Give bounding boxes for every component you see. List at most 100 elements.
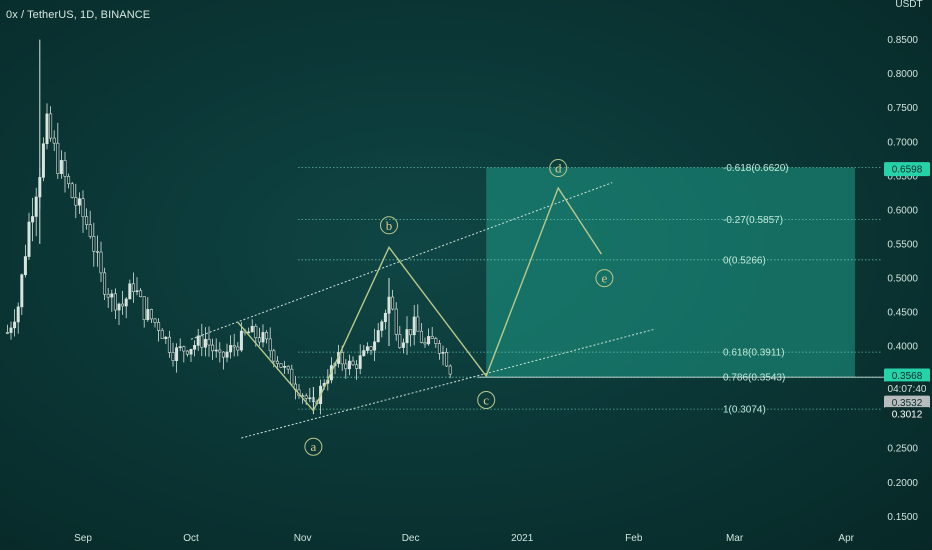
candle-body bbox=[106, 293, 110, 298]
candle-body bbox=[59, 160, 63, 174]
candle-body bbox=[88, 224, 92, 237]
price-tag-top-bg bbox=[884, 162, 930, 177]
wave-label-circle bbox=[477, 391, 496, 410]
candle-body bbox=[221, 351, 225, 358]
wave-label-e: e bbox=[602, 271, 608, 286]
candle-body bbox=[423, 342, 427, 345]
candle-body bbox=[153, 318, 157, 323]
time-axis[interactable]: Sep Oct Nov Dec 2021 Feb Mar Apr bbox=[74, 533, 855, 544]
candle-body bbox=[203, 338, 207, 348]
candle-body bbox=[63, 160, 67, 177]
candle-body bbox=[355, 364, 359, 369]
candle-body bbox=[164, 336, 168, 339]
candle-body bbox=[200, 335, 204, 348]
candle-body bbox=[283, 365, 287, 368]
candle-body bbox=[113, 293, 117, 311]
candle-body bbox=[77, 198, 81, 206]
y-tick-label: 0.5500 bbox=[887, 239, 918, 250]
fib-level-label: 0.786(0.3543) bbox=[723, 373, 785, 384]
candle-body bbox=[441, 352, 445, 354]
price-axis[interactable]: 0.8500 0.8000 0.7500 0.7000 0.6500 0.6000 0.55… bbox=[887, 35, 918, 523]
wave-label-c: c bbox=[483, 393, 489, 408]
candle-body bbox=[128, 283, 132, 300]
fib-level-label: 0.618(0.3911) bbox=[723, 348, 785, 359]
candle-body bbox=[171, 352, 175, 361]
y-tick-label: 0.8000 bbox=[887, 69, 918, 80]
y-tick-label: 0.7500 bbox=[887, 103, 918, 114]
candle-body bbox=[250, 325, 254, 333]
candle-body bbox=[157, 322, 161, 331]
candle-body bbox=[344, 363, 348, 370]
candle-body bbox=[391, 296, 395, 310]
candle-body bbox=[142, 296, 146, 320]
candle-body bbox=[225, 351, 229, 358]
candle-body bbox=[189, 348, 193, 355]
candle-body bbox=[146, 309, 150, 320]
candle-body bbox=[437, 343, 441, 354]
channel-upper-line[interactable] bbox=[190, 182, 613, 340]
y-tick-label: 0.6500 bbox=[887, 171, 918, 182]
wave-path[interactable] bbox=[237, 186, 602, 413]
y-tick-label: 0.5000 bbox=[887, 273, 918, 284]
wave-layer: a b c d e bbox=[237, 159, 614, 456]
candle-body bbox=[275, 360, 279, 364]
y-tick-label: 0.6000 bbox=[887, 205, 918, 216]
candle-body bbox=[131, 283, 135, 292]
candle-body bbox=[394, 308, 398, 335]
candle-body bbox=[135, 290, 139, 293]
candle-body bbox=[99, 251, 103, 274]
x-tick-label: Sep bbox=[74, 533, 92, 544]
wave-label-circle bbox=[549, 159, 568, 178]
candle-body bbox=[9, 327, 13, 333]
candle-body bbox=[70, 183, 74, 198]
candle-body bbox=[448, 365, 452, 375]
candle-body bbox=[167, 336, 171, 353]
price-tag-mid: 0.3568 bbox=[892, 371, 923, 382]
x-tick-label: Mar bbox=[726, 533, 744, 544]
fib-level-label: -0.618(0.6620) bbox=[723, 163, 789, 174]
wave-label-circle bbox=[380, 216, 398, 235]
candles-layer bbox=[5, 39, 452, 415]
y-tick-label: 0.4500 bbox=[887, 308, 918, 319]
candle-body bbox=[121, 303, 125, 307]
price-tag-last-bg bbox=[884, 395, 930, 410]
candle-body bbox=[254, 325, 258, 339]
candle-body bbox=[412, 316, 416, 336]
candle-body bbox=[34, 196, 38, 217]
channel-lower-line[interactable] bbox=[241, 328, 656, 439]
candle-body bbox=[214, 349, 218, 352]
candle-body bbox=[110, 293, 114, 298]
candle-body bbox=[218, 349, 222, 353]
candle-body bbox=[398, 334, 402, 348]
price-tag-low-bg bbox=[884, 407, 930, 422]
candle-body bbox=[41, 143, 45, 178]
candle-body bbox=[362, 350, 366, 357]
chart-title: 0x / TetherUS, 1D, BINANCE bbox=[6, 9, 151, 21]
candle-body bbox=[56, 142, 60, 174]
candle-body bbox=[178, 346, 182, 348]
y-tick-label: 0.2500 bbox=[887, 444, 918, 455]
wave-label-circle bbox=[304, 437, 323, 456]
fib-level-label: 0(0.5266) bbox=[723, 255, 766, 266]
candle-body bbox=[182, 346, 186, 352]
x-tick-label: Nov bbox=[294, 533, 312, 544]
candle-body bbox=[229, 345, 233, 353]
candle-body bbox=[434, 338, 438, 344]
price-tag-mid-bg bbox=[884, 368, 930, 383]
x-tick-label: 2021 bbox=[511, 533, 534, 544]
candle-body bbox=[409, 329, 413, 336]
candle-body bbox=[272, 350, 276, 362]
candle-body bbox=[376, 330, 380, 343]
price-tag-last: 0.3532 bbox=[892, 398, 923, 409]
candle-body bbox=[261, 332, 265, 343]
candle-body bbox=[383, 312, 387, 323]
candle-body bbox=[5, 332, 9, 334]
candle-body bbox=[430, 336, 434, 339]
x-tick-label: Oct bbox=[183, 533, 199, 544]
y-tick-label: 0.2000 bbox=[887, 478, 918, 489]
candle-body bbox=[74, 197, 78, 206]
candle-body bbox=[236, 346, 240, 351]
target-zone-layer bbox=[486, 167, 855, 378]
